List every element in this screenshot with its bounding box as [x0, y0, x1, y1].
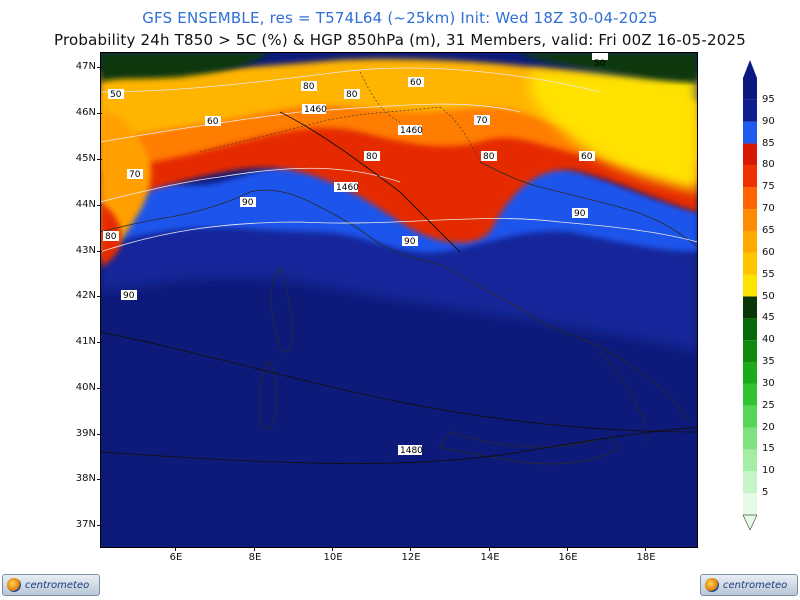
colorbar-label: 40 [762, 334, 775, 346]
colorbar-segment [743, 383, 757, 406]
colorbar-label: 10 [762, 465, 775, 477]
lon-label: 10E [313, 547, 353, 563]
colorbar-segment [743, 493, 757, 515]
hgp-label: 1460 [304, 105, 327, 115]
lat-label: 38N [75, 473, 102, 484]
colorbar-segment [743, 143, 757, 166]
lon-label: 18E [626, 547, 666, 563]
colorbar-label: 50 [762, 290, 775, 302]
logo-icon [7, 578, 21, 592]
lat-label: 40N [75, 382, 102, 393]
contour-labels: 50 50 60 60 60 70 70 80 80 80 80 90 90 9… [103, 52, 608, 456]
prob-label: 60 [410, 78, 422, 88]
lat-label: 44N [75, 199, 102, 210]
prob-label: 80 [105, 232, 117, 242]
chart-title: GFS ENSEMBLE, res = T574L64 (~25km) Init… [142, 9, 658, 27]
colorbar-segment [743, 318, 757, 341]
lon-label: 12E [391, 547, 431, 563]
prob-label: 50 [594, 59, 606, 69]
colorbar-segment [743, 209, 757, 231]
colorbar-segment [743, 187, 757, 210]
colorbar-label: 80 [762, 159, 775, 171]
lon-label: 8E [235, 547, 275, 563]
colorbar-arrow-bottom [742, 514, 758, 530]
colorbar-segment [743, 405, 757, 428]
colorbar-label: 5 [762, 487, 769, 499]
colorbar-label: 20 [762, 421, 775, 433]
colorbar-segment [743, 427, 757, 450]
shade-45-east [520, 52, 698, 82]
prob-label: 90 [404, 237, 416, 247]
lat-label: 37N [75, 519, 102, 530]
prob-label: 90 [574, 209, 586, 219]
lat-label: 43N [75, 245, 102, 256]
logo-text: centrometeo [723, 580, 788, 591]
colorbar-segment [743, 471, 757, 494]
colorbar-label: 65 [762, 224, 775, 236]
lat-label: 41N [75, 336, 102, 347]
hgp-label: 1460 [336, 183, 359, 193]
lat-label: 39N [75, 428, 102, 439]
shade-90 [100, 199, 698, 352]
prob-label: 50 [110, 90, 122, 100]
colorbar-label: 45 [762, 312, 775, 324]
prob-label: 80 [483, 152, 495, 162]
prob-label: 90 [123, 291, 135, 301]
prob-label: 80 [366, 152, 378, 162]
colorbar-segment [743, 99, 757, 122]
colorbar-segment [743, 78, 757, 100]
colorbar-label: 15 [762, 443, 775, 455]
colorbar-label: 95 [762, 93, 775, 105]
lat-label: 46N [75, 107, 102, 118]
colorbar-label: 55 [762, 268, 775, 280]
logo-icon [705, 578, 719, 592]
colorbar-segment [743, 362, 757, 384]
borders [199, 71, 481, 163]
logo-right: centrometeo [700, 574, 798, 596]
colorbar-label: 70 [762, 203, 775, 215]
colorbar-arrow-top [743, 60, 757, 78]
prob-label: 90 [242, 198, 254, 208]
prob-label: 80 [346, 90, 358, 100]
colorbar-segment [743, 165, 757, 188]
colorbar-label: 90 [762, 115, 775, 127]
lon-label: 6E [156, 547, 196, 563]
colorbar [742, 60, 758, 530]
colorbar-segment [743, 449, 757, 472]
logo-text: centrometeo [25, 580, 90, 591]
prob-contours [100, 67, 698, 253]
colorbar-label: 85 [762, 137, 775, 149]
colorbar-label: 25 [762, 399, 775, 411]
colorbar-segment [743, 296, 757, 319]
lat-label: 42N [75, 290, 102, 301]
colorbar-label: 75 [762, 181, 775, 193]
hgp-label: 1480 [400, 446, 423, 456]
colorbar-segment [743, 121, 757, 144]
hgp-contours [100, 111, 698, 464]
colorbar-segment [743, 230, 757, 253]
prob-label: 70 [129, 170, 141, 180]
probability-map: 50 50 60 60 60 70 70 80 80 80 80 90 90 9… [100, 52, 698, 548]
prob-label: 60 [581, 152, 593, 162]
colorbar-segment [743, 340, 757, 363]
prob-label: 60 [207, 117, 219, 127]
prob-label: 80 [303, 82, 315, 92]
lon-label: 14E [470, 547, 510, 563]
lat-label: 47N [75, 61, 102, 72]
colorbar-label: 60 [762, 246, 775, 258]
logo-left: centrometeo [2, 574, 100, 596]
prob-label: 70 [476, 116, 488, 126]
lat-label: 45N [75, 153, 102, 164]
colorbar-label: 30 [762, 377, 775, 389]
colorbar-label: 35 [762, 356, 775, 368]
hgp-label: 1460 [400, 126, 423, 136]
colorbar-segment [743, 274, 757, 297]
chart-subtitle: Probability 24h T850 > 5C (%) & HGP 850h… [54, 31, 746, 49]
colorbar-segment [743, 252, 757, 275]
lon-label: 16E [548, 547, 588, 563]
shade-50 [530, 72, 698, 192]
shade-45 [100, 52, 270, 82]
